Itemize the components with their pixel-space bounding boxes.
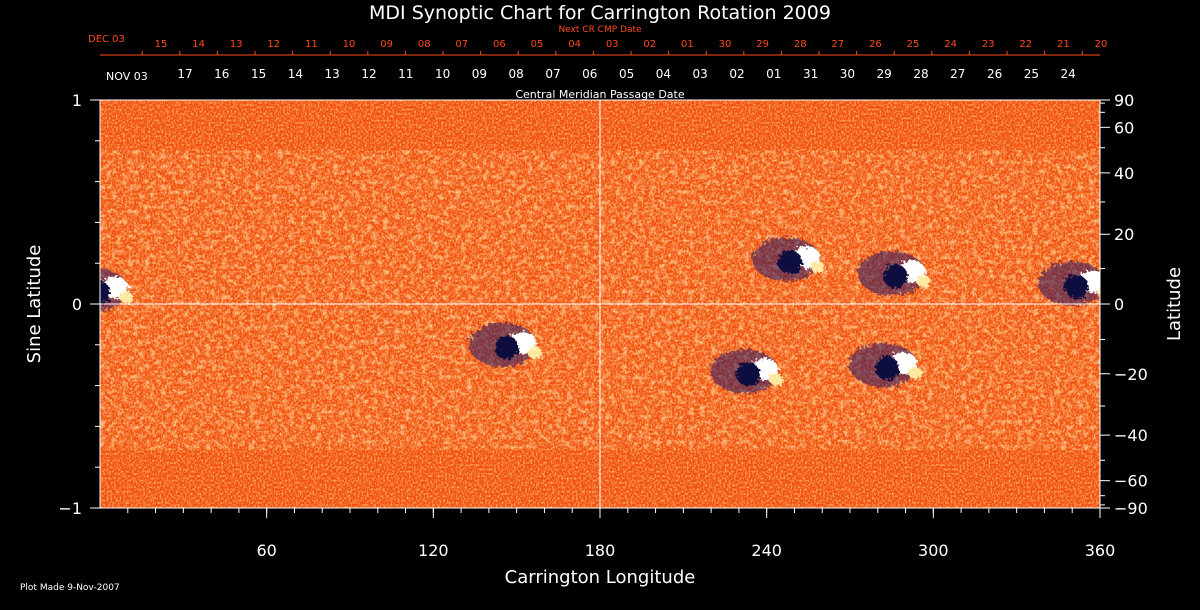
next-date-22: 23 xyxy=(982,39,995,50)
y-right-tick-label-7: −60 xyxy=(1114,472,1148,491)
cmp-axis-label: Central Meridian Passage Date xyxy=(515,88,684,101)
cmp-date-15: 02 xyxy=(729,67,744,81)
y-right-tick-label-2: 40 xyxy=(1114,164,1134,183)
cmp-date-24: 24 xyxy=(1061,67,1076,81)
cmp-date-1: 16 xyxy=(214,67,229,81)
cmp-date-0: 17 xyxy=(177,67,192,81)
cmp-date-21: 27 xyxy=(950,67,965,81)
next-date-24: 21 xyxy=(1057,39,1070,50)
cmp-date-9: 08 xyxy=(509,67,524,81)
next-date-14: 01 xyxy=(681,39,694,50)
next-date-11: 04 xyxy=(568,39,581,50)
active-region-4 xyxy=(849,343,923,388)
x-tick-label-3: 240 xyxy=(751,541,782,560)
next-date-13: 02 xyxy=(643,39,656,50)
y-left-tick-label-1: 0 xyxy=(72,295,82,314)
cmp-date-2: 15 xyxy=(251,67,266,81)
y-right-tick-label-1: 60 xyxy=(1114,118,1134,137)
x-tick-label-0: 60 xyxy=(256,541,276,560)
cmp-date-14: 03 xyxy=(693,67,708,81)
cmp-date-13: 04 xyxy=(656,67,671,81)
cmp-date-3: 14 xyxy=(288,67,303,81)
cmp-date-19: 29 xyxy=(877,67,892,81)
cmp-dates: 17 16 15 14 13 12 11 10 09 08 07 06 05 04 03 02 01 31 30 29… xyxy=(177,67,1075,81)
next-date-21: 24 xyxy=(944,39,957,50)
x-tick-label-1: 120 xyxy=(418,541,449,560)
next-month-label: DEC 03 xyxy=(88,34,125,45)
active-region-2 xyxy=(752,237,825,282)
x-tick-label-2: 180 xyxy=(585,541,616,560)
next-date-18: 27 xyxy=(831,39,844,50)
y-right-tick-label-5: −20 xyxy=(1114,365,1148,384)
x-tick-label-5: 360 xyxy=(1085,541,1116,560)
cmp-date-16: 01 xyxy=(766,67,781,81)
next-date-16: 29 xyxy=(756,39,769,50)
plot-made-label: Plot Made 9-Nov-2007 xyxy=(20,583,120,593)
next-date-5: 10 xyxy=(343,39,356,50)
next-cr-label: Next CR CMP Date xyxy=(558,25,642,35)
y-right-tick-label-4: 0 xyxy=(1114,295,1124,314)
cmp-date-6: 11 xyxy=(398,67,413,81)
cmp-date-18: 30 xyxy=(840,67,855,81)
next-date-6: 09 xyxy=(380,39,393,50)
next-date-20: 25 xyxy=(907,39,920,50)
active-region-5 xyxy=(710,349,784,394)
cmp-date-11: 06 xyxy=(582,67,597,81)
next-date-10: 05 xyxy=(531,39,544,50)
next-date-23: 22 xyxy=(1019,39,1032,50)
next-date-0: 15 xyxy=(155,39,168,50)
cmp-month-label: NOV 03 xyxy=(106,70,148,83)
y-right-tick-label-8: −90 xyxy=(1114,499,1148,518)
cmp-date-22: 26 xyxy=(987,67,1002,81)
y-left-tick-label-0: 1 xyxy=(72,91,82,110)
active-region-6 xyxy=(1038,261,1100,306)
next-date-17: 28 xyxy=(794,39,807,50)
chart-title: MDI Synoptic Chart for Carrington Rotati… xyxy=(369,2,831,24)
x-tick-label-4: 300 xyxy=(918,541,949,560)
next-cmp-dates: 15 14 13 12 11 10 09 08 07 06 05 04 03 02 01 30 29 28 27 26… xyxy=(155,39,1108,50)
cmp-date-17: 31 xyxy=(803,67,818,81)
next-date-19: 26 xyxy=(869,39,882,50)
cmp-date-23: 25 xyxy=(1024,67,1039,81)
next-date-8: 07 xyxy=(455,39,468,50)
axis-ticks: 60 120 180 240 300 360 1 0 −1 90 60 40 20 0 −20 −40 −60 −… xyxy=(58,91,1147,560)
active-region-0 xyxy=(100,268,134,312)
y-right-tick-label-3: 20 xyxy=(1114,225,1134,244)
next-date-15: 30 xyxy=(719,39,732,50)
x-axis-label: Carrington Longitude xyxy=(505,567,696,588)
cmp-date-12: 05 xyxy=(619,67,634,81)
next-axis-ticks xyxy=(141,51,1083,55)
cmp-date-7: 10 xyxy=(435,67,450,81)
next-date-4: 11 xyxy=(305,39,318,50)
next-date-1: 14 xyxy=(192,39,205,50)
next-date-7: 08 xyxy=(418,39,431,50)
y-axis-label-right: Latitude xyxy=(1164,267,1185,341)
cmp-date-20: 28 xyxy=(913,67,928,81)
active-region-1 xyxy=(468,322,542,367)
next-date-12: 03 xyxy=(606,39,619,50)
next-date-9: 06 xyxy=(493,39,506,50)
next-date-2: 13 xyxy=(230,39,243,50)
next-date-25: 20 xyxy=(1095,39,1108,50)
y-right-tick-label-6: −40 xyxy=(1114,426,1148,445)
cmp-date-8: 09 xyxy=(472,67,487,81)
cmp-date-4: 13 xyxy=(325,67,340,81)
next-date-3: 12 xyxy=(267,39,280,50)
y-left-tick-label-2: −1 xyxy=(58,499,82,518)
cmp-date-10: 07 xyxy=(545,67,560,81)
cmp-date-5: 12 xyxy=(361,67,376,81)
y-axis-label-left: Sine Latitude xyxy=(24,245,45,364)
active-region-3 xyxy=(857,251,931,296)
y-right-tick-label-0: 90 xyxy=(1114,91,1134,110)
